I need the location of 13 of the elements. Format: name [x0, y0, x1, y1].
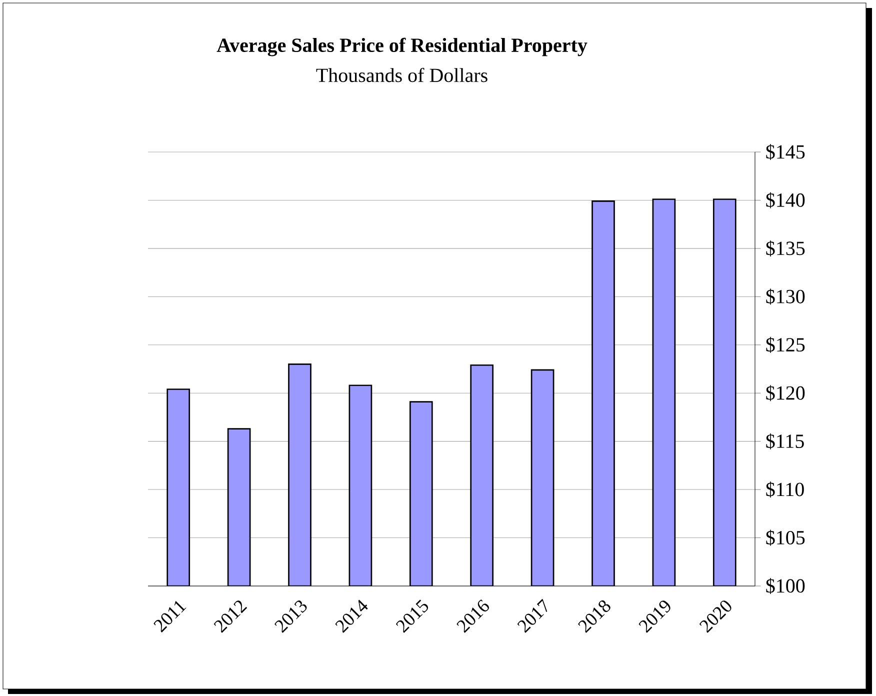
y-tick-label: $140 — [766, 192, 805, 208]
y-tick-label: $135 — [766, 240, 805, 256]
y-tick-label: $145 — [766, 144, 805, 160]
x-tick-label: 2011 — [154, 600, 186, 632]
y-tick-label: $125 — [766, 336, 805, 353]
chart-title: Average Sales Price of Residential Property — [216, 38, 588, 56]
y-tick-label: $115 — [766, 433, 804, 450]
y-tick-label: $130 — [766, 288, 805, 305]
y-tick-label: $120 — [766, 385, 805, 402]
chart-subtitle: Thousands of Dollars — [316, 68, 488, 82]
y-tick-label: $105 — [766, 530, 805, 546]
y-tick-label: $100 — [766, 578, 805, 594]
y-tick-label: $110 — [766, 482, 804, 498]
